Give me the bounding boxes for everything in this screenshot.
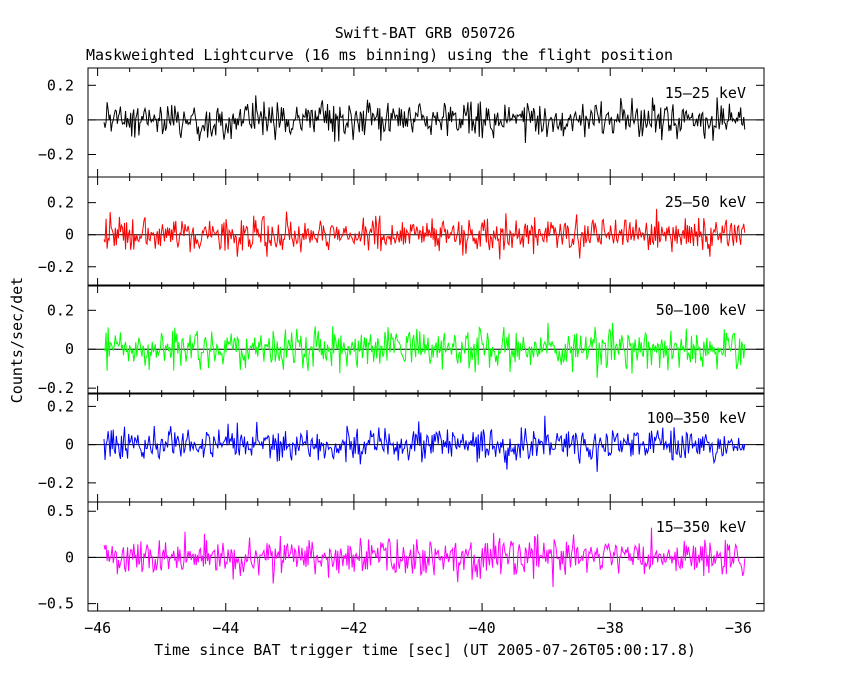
x-tick-label: −44 (212, 619, 239, 637)
energy-band-label: 50–100 keV (656, 301, 746, 319)
x-tick-label: −40 (469, 619, 496, 637)
series-line-1 (103, 95, 746, 144)
y-tick-label: 0.2 (47, 397, 74, 415)
energy-band-label: 25–50 keV (665, 193, 746, 211)
x-tick-label: −38 (597, 619, 624, 637)
y-tick-label: −0.2 (38, 258, 74, 276)
panel-1: 15–25 keV −0.2 0 0.2 (38, 67, 765, 178)
series-line-3 (103, 322, 746, 378)
energy-band-label: 15–350 keV (656, 518, 746, 536)
series-line-2 (103, 208, 746, 260)
y-axis-label: Counts/sec/det (8, 277, 26, 403)
panels-group: 15–25 keV−0.200.225–50 keV−0.200.250–100… (38, 67, 765, 637)
y-tick-label: 0.2 (47, 76, 74, 94)
y-tick-label: −0.2 (38, 379, 74, 397)
energy-band-label: 15–25 keV (665, 84, 746, 102)
panel-frame (87, 176, 765, 287)
chart-title: Swift-BAT GRB 050726 (335, 24, 516, 42)
y-tick-label: 0.2 (47, 301, 74, 319)
y-tick-label: 0 (65, 436, 74, 454)
y-tick-label: 0.5 (47, 502, 74, 520)
y-tick-label: 0 (65, 226, 74, 244)
series-line-4 (103, 415, 746, 472)
y-tick-label: −0.5 (38, 595, 74, 613)
panel-4: 100–350 keV −0.2 0 0.2 (38, 392, 765, 503)
y-tick-label: 0.2 (47, 194, 74, 212)
y-tick-label: −0.2 (38, 474, 74, 492)
panel-2: 25–50 keV −0.2 0 0.2 (38, 176, 765, 287)
series-line-5 (103, 527, 746, 588)
x-axis-label: Time since BAT trigger time [sec] (UT 20… (154, 641, 696, 659)
panel-5: 15–350 keV −0.5 0 0.5 (38, 501, 765, 613)
x-tick-label: −46 (84, 619, 111, 637)
y-tick-label: 0 (65, 340, 74, 358)
panel-3: 50–100 keV −0.2 0 0.2 (38, 284, 765, 397)
energy-band-label: 100–350 keV (647, 409, 746, 427)
x-tick-label: −36 (725, 619, 752, 637)
y-tick-label: −0.2 (38, 146, 74, 164)
chart-subtitle: Maskweighted Lightcurve (16 ms binning) … (86, 46, 673, 64)
x-tick-label: −42 (340, 619, 367, 637)
panel-frame (87, 501, 765, 612)
y-tick-label: 0 (65, 111, 74, 129)
y-tick-label: 0 (65, 548, 74, 566)
panel-frame (87, 284, 765, 395)
